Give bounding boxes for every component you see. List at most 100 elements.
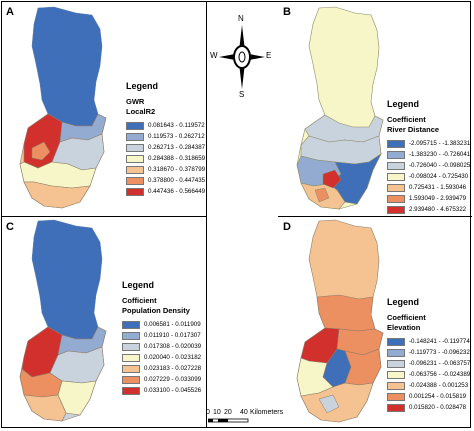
legend-row: 0.020040 - 0.023182 <box>122 352 201 363</box>
legend-row: 0.262713 - 0.284387 <box>126 142 205 153</box>
legend-row: 0.001254 - 0.015819 <box>387 391 470 402</box>
panel-b: B Legend Coefficient River Distance -2.0… <box>279 2 471 215</box>
region-south <box>19 113 107 209</box>
legend-classes: 0.081643 - 0.119572 0.119573 - 0.262712 0.… <box>126 120 205 197</box>
legend: Legend GWR LocalR2 0.081643 - 0.119572 0.… <box>126 81 205 197</box>
legend-class-label: 0.284388 - 0.318659 <box>148 155 206 162</box>
map-a <box>19 6 107 209</box>
legend-row: 0.447436 - 0.566449 <box>126 186 205 197</box>
legend-class-label: 0.006581 - 0.011909 <box>144 321 201 328</box>
region-south-small <box>318 394 340 414</box>
compass-east: E <box>266 51 272 60</box>
legend-classes: 0.006581 - 0.011909 0.011910 - 0.017307 0.… <box>122 319 201 396</box>
legend-class-label: -0.726040 - -0.098025 <box>409 162 471 169</box>
legend-class-label: 0.081643 - 0.119572 <box>148 122 205 129</box>
scale-label-10: 10 <box>213 409 221 416</box>
legend-class-label: 0.262713 - 0.284387 <box>148 144 206 151</box>
legend: Legend Coefficient River Distance -2.095… <box>387 99 470 215</box>
region-hotspot <box>322 169 342 189</box>
legend-row: 0.015820 - 0.028478 <box>387 402 470 413</box>
scale-unit: Kilometers <box>250 409 284 416</box>
legend-subtitle: Cofficient <box>122 296 157 305</box>
legend: Legend Coefficient Elevation -0.148241 -… <box>387 297 470 413</box>
legend-row: 0.033100 - 0.045526 <box>122 385 201 396</box>
legend-class-label: 0.023183 - 0.027228 <box>144 365 202 372</box>
legend-row: -0.119773 - -0.096232 <box>387 347 470 358</box>
legend-variable: Population Density <box>122 306 190 315</box>
panel-c: C Legend Cofficient Population Density 0… <box>2 217 206 427</box>
legend-row: 0.081643 - 0.119572 <box>126 120 205 131</box>
map-c <box>19 219 107 422</box>
legend-swatch <box>126 143 144 152</box>
legend-row: -0.148241 - -0.119774 <box>387 336 470 347</box>
legend: Legend Cofficient Population Density 0.0… <box>122 280 201 396</box>
legend-class-label: 0.020040 - 0.023182 <box>144 354 202 361</box>
legend-swatch <box>387 139 405 148</box>
legend-row: 0.119573 - 0.262712 <box>126 131 205 142</box>
legend-class-label: 0.001254 - 0.015819 <box>409 393 467 400</box>
legend-swatch <box>387 381 405 390</box>
legend-row: 0.006581 - 0.011909 <box>122 319 201 330</box>
legend-swatch <box>387 337 405 346</box>
legend-class-label: 0.033100 - 0.045526 <box>144 387 202 394</box>
legend-row: 0.725431 - 1.593046 <box>387 182 470 193</box>
legend-class-label: 0.318670 - 0.378799 <box>148 166 206 173</box>
legend-row: -0.063756 - -0.024389 <box>387 369 470 380</box>
scale-label-0: 0 <box>206 409 210 416</box>
legend-row: -0.726040 - -0.098025 <box>387 160 470 171</box>
legend-swatch <box>387 370 405 379</box>
region-south-tip <box>23 394 67 422</box>
north-arrow: N S W E <box>210 14 272 106</box>
legend-row: 0.378800 - 0.447435 <box>126 175 205 186</box>
legend-swatch <box>126 165 144 174</box>
scale-label-20: 20 <box>224 409 232 416</box>
compass-south: S <box>239 90 245 99</box>
legend-class-label: -0.063756 - -0.024389 <box>409 371 471 378</box>
legend-class-label: 0.011910 - 0.017307 <box>144 332 201 339</box>
legend-class-label: -1.383230 - -0.726041 <box>409 151 471 158</box>
legend-class-label: 0.015820 - 0.028478 <box>409 404 467 411</box>
compass-north: N <box>238 14 244 23</box>
legend-class-label: 2.939480 - 4.675322 <box>409 206 467 213</box>
compass-west: W <box>210 51 218 60</box>
divider-horizontal-left <box>1 216 207 217</box>
legend-row: -0.096231 - -0.063757 <box>387 358 470 369</box>
legend-class-label: 0.027229 - 0.033099 <box>144 376 202 383</box>
legend-row: 0.027229 - 0.033099 <box>122 374 201 385</box>
region-south-small <box>314 187 330 203</box>
legend-row: 1.593049 - 2.939479 <box>387 193 470 204</box>
legend-row: 0.318670 - 0.378799 <box>126 164 205 175</box>
legend-class-label: 0.725431 - 1.593046 <box>409 184 467 191</box>
legend-swatch <box>122 320 140 329</box>
region-north <box>31 219 103 340</box>
panel-label: B <box>283 6 291 18</box>
legend-row: -2.095715 - -1.383231 <box>387 138 470 149</box>
legend-class-label: -0.024388 - 0.001253 <box>409 382 469 389</box>
legend-swatch <box>387 392 405 401</box>
legend-row: -0.098024 - 0.725430 <box>387 171 470 182</box>
scale-bar-graphic <box>208 418 249 423</box>
region-north <box>31 6 103 127</box>
panel-a: A Legend GWR LocalR2 0.081643 - 0.119572… <box>2 2 206 215</box>
legend-title: Legend <box>387 297 420 307</box>
legend-title: Legend <box>122 280 155 290</box>
legend-swatch <box>387 150 405 159</box>
legend-title: Legend <box>387 99 420 109</box>
legend-swatch <box>387 205 405 214</box>
legend-class-label: -0.148241 - -0.119774 <box>409 338 470 345</box>
divider-horizontal-right <box>278 216 472 217</box>
legend-class-label: -2.095715 - -1.383231 <box>409 140 471 147</box>
legend-swatch <box>126 176 144 185</box>
legend-swatch <box>126 132 144 141</box>
legend-class-label: 0.017308 - 0.020039 <box>144 343 202 350</box>
legend-swatch <box>122 342 140 351</box>
legend-class-label: -0.098024 - 0.725430 <box>409 173 469 180</box>
panel-label: C <box>6 221 14 233</box>
map-d <box>296 219 384 423</box>
legend-swatch <box>387 161 405 170</box>
legend-swatch <box>387 348 405 357</box>
legend-row: 0.023183 - 0.027228 <box>122 363 201 374</box>
legend-row: 0.284388 - 0.318659 <box>126 153 205 164</box>
legend-swatch <box>126 154 144 163</box>
legend-subtitle: Coefficient <box>387 313 426 322</box>
